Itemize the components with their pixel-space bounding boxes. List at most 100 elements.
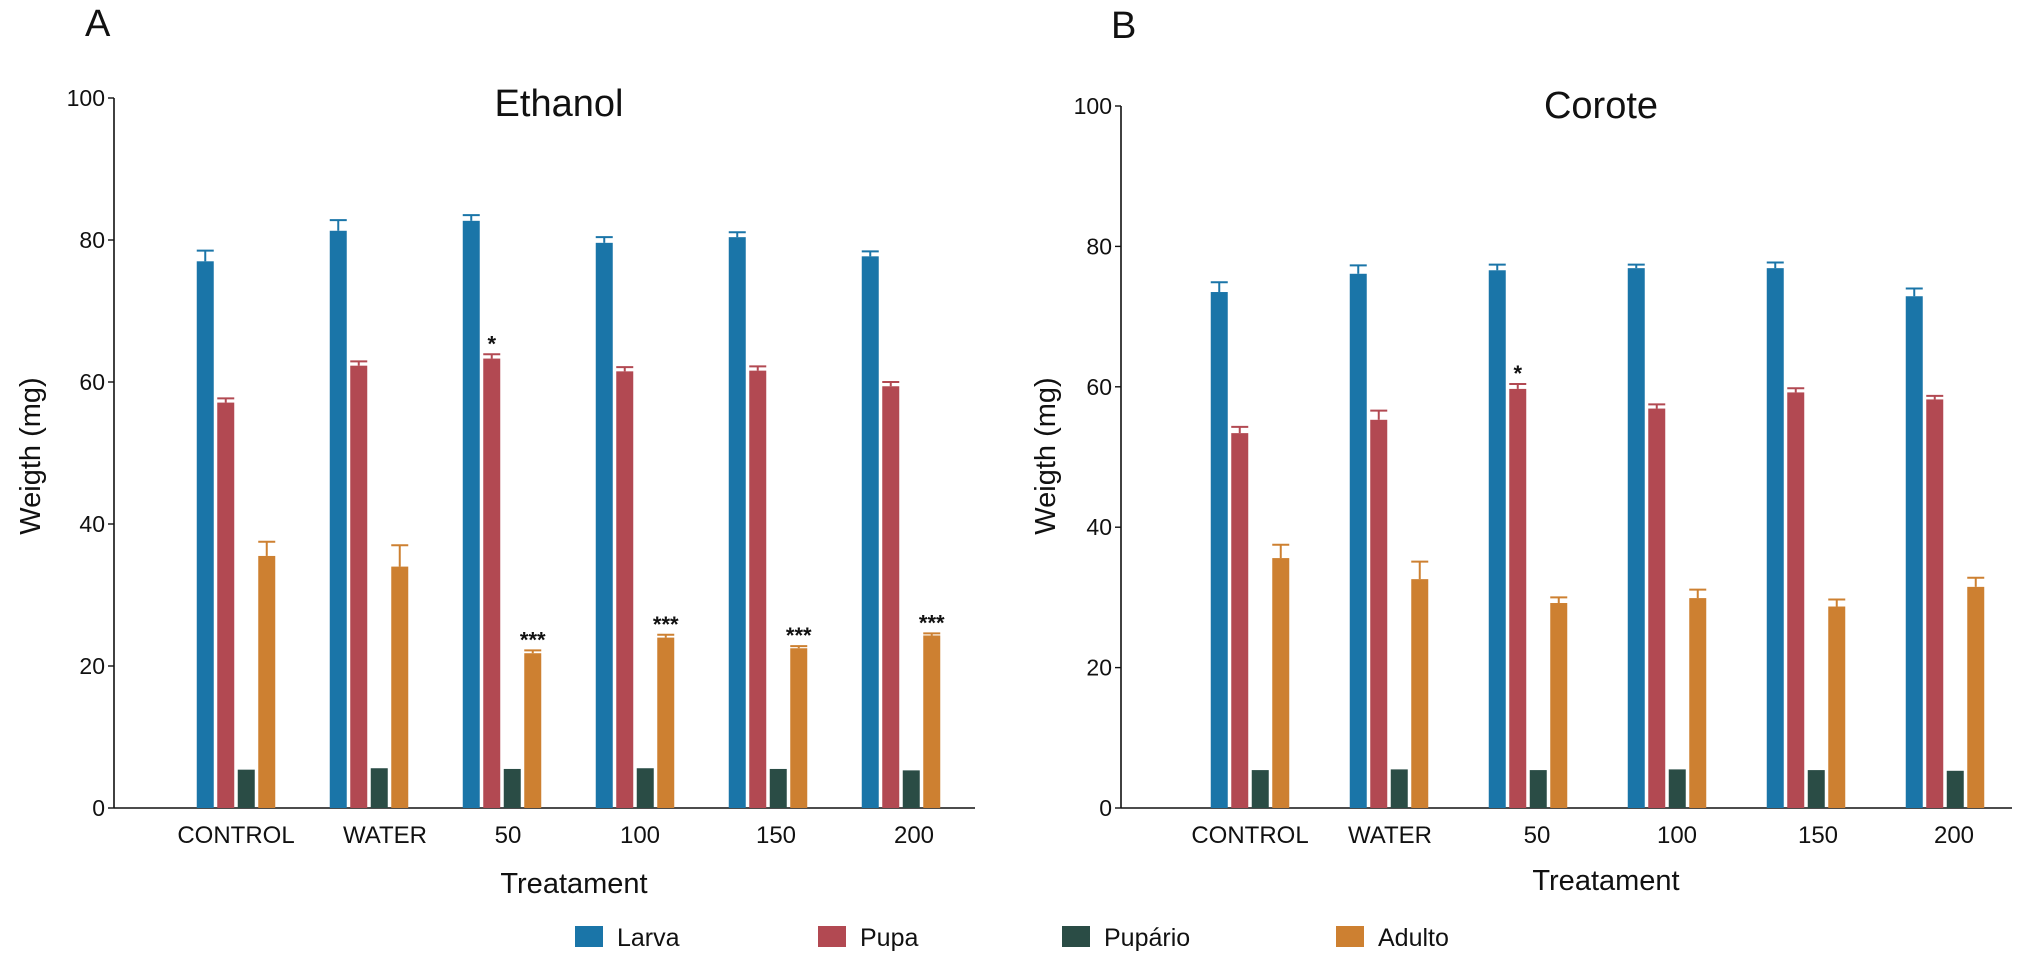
x-tick-label-50: 50 bbox=[495, 822, 522, 849]
bar-adulto-200 bbox=[923, 635, 941, 808]
bar-larva-water bbox=[329, 230, 347, 808]
bar-larva-200 bbox=[861, 256, 879, 809]
x-tick-label-200: 200 bbox=[1934, 822, 1974, 849]
x-axis-label-ethanol: Treatament bbox=[500, 868, 647, 900]
bar-pupario-150 bbox=[769, 768, 787, 808]
bar-pupa-water bbox=[350, 365, 368, 808]
x-tick-label-water: WATER bbox=[1348, 822, 1432, 849]
bar-pupa-150 bbox=[749, 370, 767, 808]
y-axis-label-corote: Weigth (mg) bbox=[1030, 377, 1062, 534]
bar-pupa-control bbox=[217, 402, 235, 808]
significance-label-adulto-50: *** bbox=[520, 627, 546, 652]
bar-pupario-50 bbox=[1529, 770, 1547, 808]
chart-title-ethanol: Ethanol bbox=[495, 83, 624, 125]
significance-label-pupa-50: * bbox=[1513, 361, 1522, 386]
bar-pupario-water bbox=[1390, 769, 1408, 808]
bar-adulto-control bbox=[258, 555, 276, 808]
bar-larva-100 bbox=[595, 242, 613, 809]
x-tick-label-200: 200 bbox=[894, 822, 934, 849]
bar-pupa-100 bbox=[1648, 408, 1666, 808]
significance-label-adulto-150: *** bbox=[786, 623, 812, 648]
legend-label-larva: Larva bbox=[617, 924, 680, 952]
bar-adulto-control bbox=[1272, 558, 1290, 808]
x-tick-label-water: WATER bbox=[343, 822, 427, 849]
bar-pupario-control bbox=[1251, 770, 1269, 808]
significance-label-adulto-100: *** bbox=[653, 612, 679, 637]
x-tick-label-100: 100 bbox=[1657, 822, 1697, 849]
legend-label-adulto: Adulto bbox=[1378, 924, 1449, 952]
bar-pupa-50 bbox=[483, 358, 501, 808]
y-tick-label: 40 bbox=[79, 511, 105, 537]
y-axis-label-ethanol: Weigth (mg) bbox=[15, 377, 47, 534]
bar-larva-150 bbox=[728, 237, 746, 808]
bar-pupario-100 bbox=[636, 768, 654, 808]
bar-pupario-200 bbox=[902, 770, 920, 808]
bar-pupa-100 bbox=[616, 371, 634, 808]
x-tick-label-control: CONTROL bbox=[177, 822, 294, 849]
y-tick-label: 40 bbox=[1086, 514, 1112, 540]
bar-larva-200 bbox=[1905, 296, 1923, 808]
panel-letter-b: B bbox=[1111, 5, 1136, 47]
y-tick-label: 100 bbox=[1074, 93, 1112, 119]
legend-swatch-larva bbox=[575, 926, 603, 947]
y-tick-label: 100 bbox=[67, 85, 105, 111]
legend-swatch-pupa bbox=[818, 926, 846, 947]
x-tick-label-50: 50 bbox=[1524, 822, 1551, 849]
bar-adulto-150 bbox=[1828, 606, 1846, 808]
x-tick-label-150: 150 bbox=[756, 822, 796, 849]
bar-pupa-150 bbox=[1787, 392, 1805, 808]
y-tick-label: 80 bbox=[1086, 233, 1112, 259]
bar-pupa-50 bbox=[1509, 388, 1527, 808]
bar-pupa-200 bbox=[882, 386, 900, 808]
plot-area-corote: 0 20 40 60 80 100 CONTROL WATER 50 100 150 200 * bbox=[1074, 93, 2012, 849]
bar-larva-100 bbox=[1627, 268, 1645, 808]
legend-label-pupario: Pupário bbox=[1104, 924, 1190, 952]
bar-adulto-water bbox=[1411, 579, 1429, 808]
chart-title-corote: Corote bbox=[1544, 85, 1658, 127]
bar-larva-control bbox=[1210, 292, 1228, 808]
bar-pupario-150 bbox=[1807, 770, 1825, 808]
y-tick-label: 20 bbox=[1086, 655, 1112, 681]
panel-ethanol: A Ethanol Treatament Weigth (mg) 0 20 40 60… bbox=[15, 3, 975, 900]
bar-pupa-control bbox=[1231, 433, 1249, 808]
significance-label-pupa-50: * bbox=[487, 331, 496, 356]
bar-larva-50 bbox=[1488, 270, 1506, 808]
bar-larva-water bbox=[1349, 273, 1367, 808]
bar-larva-150 bbox=[1766, 268, 1784, 808]
bar-larva-50 bbox=[462, 220, 480, 808]
y-tick-label: 20 bbox=[79, 653, 105, 679]
bar-pupario-50 bbox=[503, 768, 521, 808]
legend-label-pupa: Pupa bbox=[860, 924, 918, 952]
legend-swatch-adulto bbox=[1336, 926, 1364, 947]
bar-adulto-50 bbox=[524, 653, 542, 808]
bar-pupario-100 bbox=[1668, 769, 1686, 808]
y-tick-label: 80 bbox=[79, 227, 105, 253]
bar-pupa-water bbox=[1370, 419, 1388, 808]
legend: Larva Pupa Pupário Adulto bbox=[575, 924, 1449, 952]
bar-pupario-200 bbox=[1946, 770, 1964, 808]
panel-letter-a: A bbox=[85, 3, 111, 45]
legend-swatch-pupario bbox=[1062, 926, 1090, 947]
bar-pupario-control bbox=[237, 769, 255, 808]
bar-adulto-200 bbox=[1967, 586, 1985, 808]
bar-adulto-water bbox=[391, 566, 409, 808]
bar-adulto-50 bbox=[1550, 603, 1568, 808]
x-tick-label-150: 150 bbox=[1798, 822, 1838, 849]
bar-pupa-200 bbox=[1926, 399, 1944, 808]
bar-larva-control bbox=[196, 261, 214, 808]
y-tick-label: 0 bbox=[1099, 795, 1112, 821]
panel-corote: B Corote Treatament Weigth (mg) 0 20 40 60 8… bbox=[1030, 5, 2012, 897]
significance-label-adulto-200: *** bbox=[919, 610, 945, 635]
y-tick-label: 0 bbox=[92, 795, 105, 821]
bar-adulto-100 bbox=[657, 637, 675, 808]
x-axis-label-corote: Treatament bbox=[1532, 865, 1679, 897]
x-tick-label-100: 100 bbox=[620, 822, 660, 849]
y-tick-label: 60 bbox=[1086, 374, 1112, 400]
bar-pupario-water bbox=[370, 768, 388, 808]
bar-adulto-150 bbox=[790, 648, 808, 808]
bar-adulto-100 bbox=[1689, 598, 1707, 808]
y-tick-label: 60 bbox=[79, 369, 105, 395]
x-tick-label-control: CONTROL bbox=[1191, 822, 1308, 849]
